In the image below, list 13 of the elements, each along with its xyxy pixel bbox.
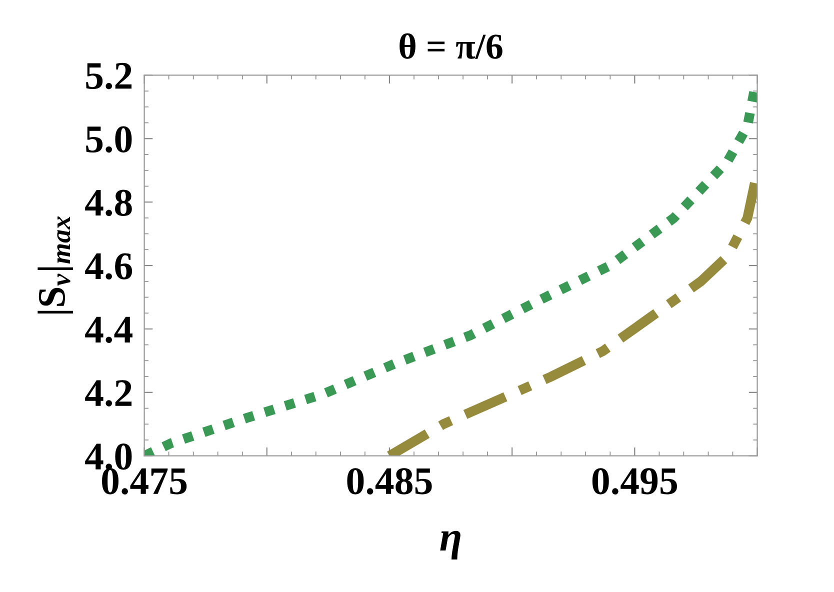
y-tick-label: 4.4 (85, 316, 132, 343)
x-tick-label: 0.495 (592, 468, 677, 494)
chart-title: θ = π/6 (400, 33, 502, 59)
x-tick-label: 0.485 (347, 468, 432, 494)
y-tick-label: 5.2 (86, 62, 132, 90)
x-tick-label: 0.475 (102, 468, 187, 494)
y-tick-label: 5.0 (86, 126, 132, 153)
y-axis-title: |S$_{v}$|$_{max}$ (38, 216, 74, 314)
x-axis-title: η (440, 530, 460, 560)
y-tick-label: 4.2 (85, 380, 132, 406)
y-tick-label: 4.8 (85, 190, 132, 216)
y-tick-label: 4.6 (85, 253, 132, 280)
y-tick-label: 4.0 (85, 443, 132, 470)
